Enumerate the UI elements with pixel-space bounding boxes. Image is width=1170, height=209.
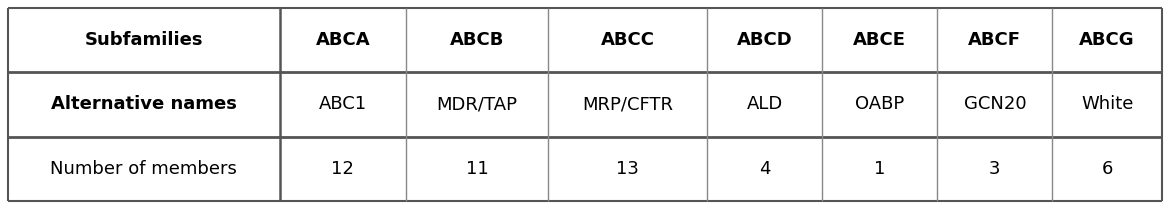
Text: 1: 1 xyxy=(874,160,886,178)
Text: 6: 6 xyxy=(1101,160,1113,178)
Text: ALD: ALD xyxy=(746,96,783,113)
Text: 4: 4 xyxy=(759,160,771,178)
Text: ABCC: ABCC xyxy=(600,31,655,49)
Text: Alternative names: Alternative names xyxy=(51,96,236,113)
Text: ABCF: ABCF xyxy=(969,31,1021,49)
Text: ABCE: ABCE xyxy=(853,31,907,49)
Text: White: White xyxy=(1081,96,1134,113)
Text: MDR/TAP: MDR/TAP xyxy=(436,96,517,113)
Text: MRP/CFTR: MRP/CFTR xyxy=(583,96,673,113)
Text: Subfamilies: Subfamilies xyxy=(84,31,204,49)
Text: ABCD: ABCD xyxy=(737,31,792,49)
Text: ABCB: ABCB xyxy=(449,31,504,49)
Text: ABCG: ABCG xyxy=(1080,31,1135,49)
Text: GCN20: GCN20 xyxy=(964,96,1026,113)
Text: 13: 13 xyxy=(617,160,639,178)
Text: ABC1: ABC1 xyxy=(318,96,367,113)
Text: 11: 11 xyxy=(466,160,488,178)
Text: OABP: OABP xyxy=(855,96,904,113)
Text: 12: 12 xyxy=(331,160,355,178)
Text: Number of members: Number of members xyxy=(50,160,238,178)
Text: 3: 3 xyxy=(989,160,1000,178)
Text: ABCA: ABCA xyxy=(316,31,370,49)
